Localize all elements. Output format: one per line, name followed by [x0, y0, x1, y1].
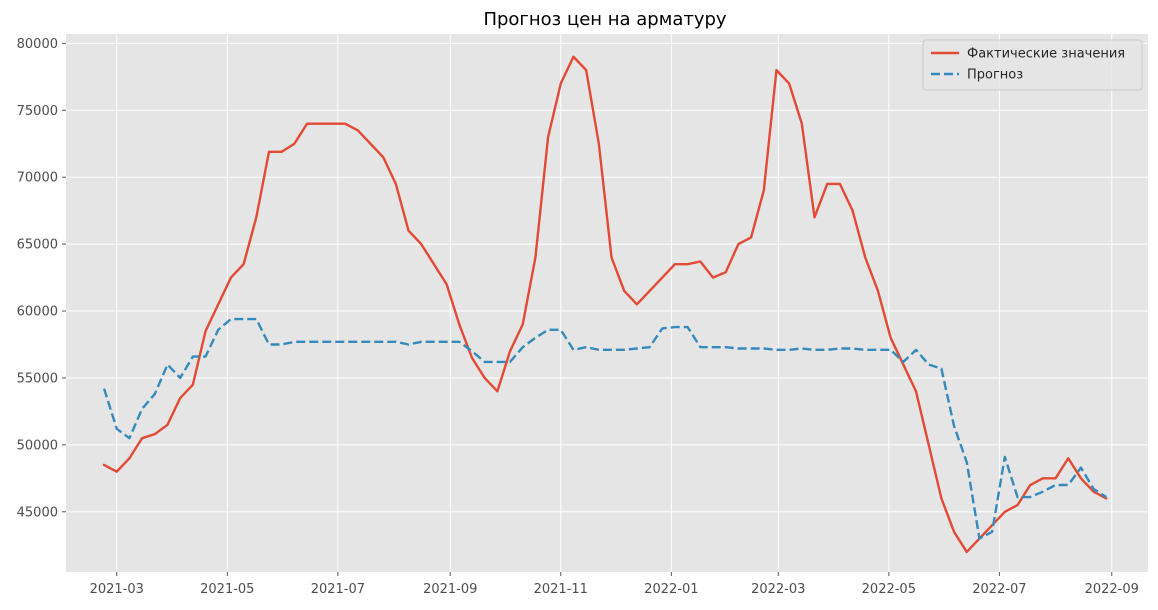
series-line-actual — [102, 55, 1108, 554]
y-tick-label: 55000 — [17, 371, 58, 386]
x-tick-label: 2021-03 — [90, 582, 144, 597]
legend — [922, 39, 1143, 91]
legend-label-actual: Фактические значения — [967, 47, 1125, 62]
chart-title: Прогноз цен на арматуру — [483, 9, 726, 30]
plot-area — [66, 34, 1148, 572]
x-tick-label: 2022-05 — [862, 582, 916, 597]
x-tick-label: 2021-09 — [423, 582, 477, 597]
x-tick-label: 2021-07 — [311, 582, 365, 597]
y-tick-label: 70000 — [17, 171, 58, 186]
y-tick-label: 65000 — [17, 238, 58, 253]
y-tick-label: 75000 — [17, 104, 58, 119]
x-tick-label: 2022-01 — [644, 582, 698, 597]
x-tick-label: 2022-07 — [972, 582, 1026, 597]
y-tick-label: 80000 — [17, 37, 58, 52]
series-line-forecast — [102, 317, 1107, 540]
x-tick-label: 2021-11 — [534, 582, 588, 597]
y-tick-label: 60000 — [17, 305, 58, 320]
x-tick-label: 2022-03 — [751, 582, 805, 597]
y-tick-label: 45000 — [17, 505, 58, 520]
legend-label-forecast: Прогноз — [967, 68, 1023, 83]
y-tick-label: 50000 — [17, 438, 58, 453]
x-tick-label: 2021-05 — [200, 582, 254, 597]
x-tick-label: 2022-09 — [1085, 582, 1139, 597]
